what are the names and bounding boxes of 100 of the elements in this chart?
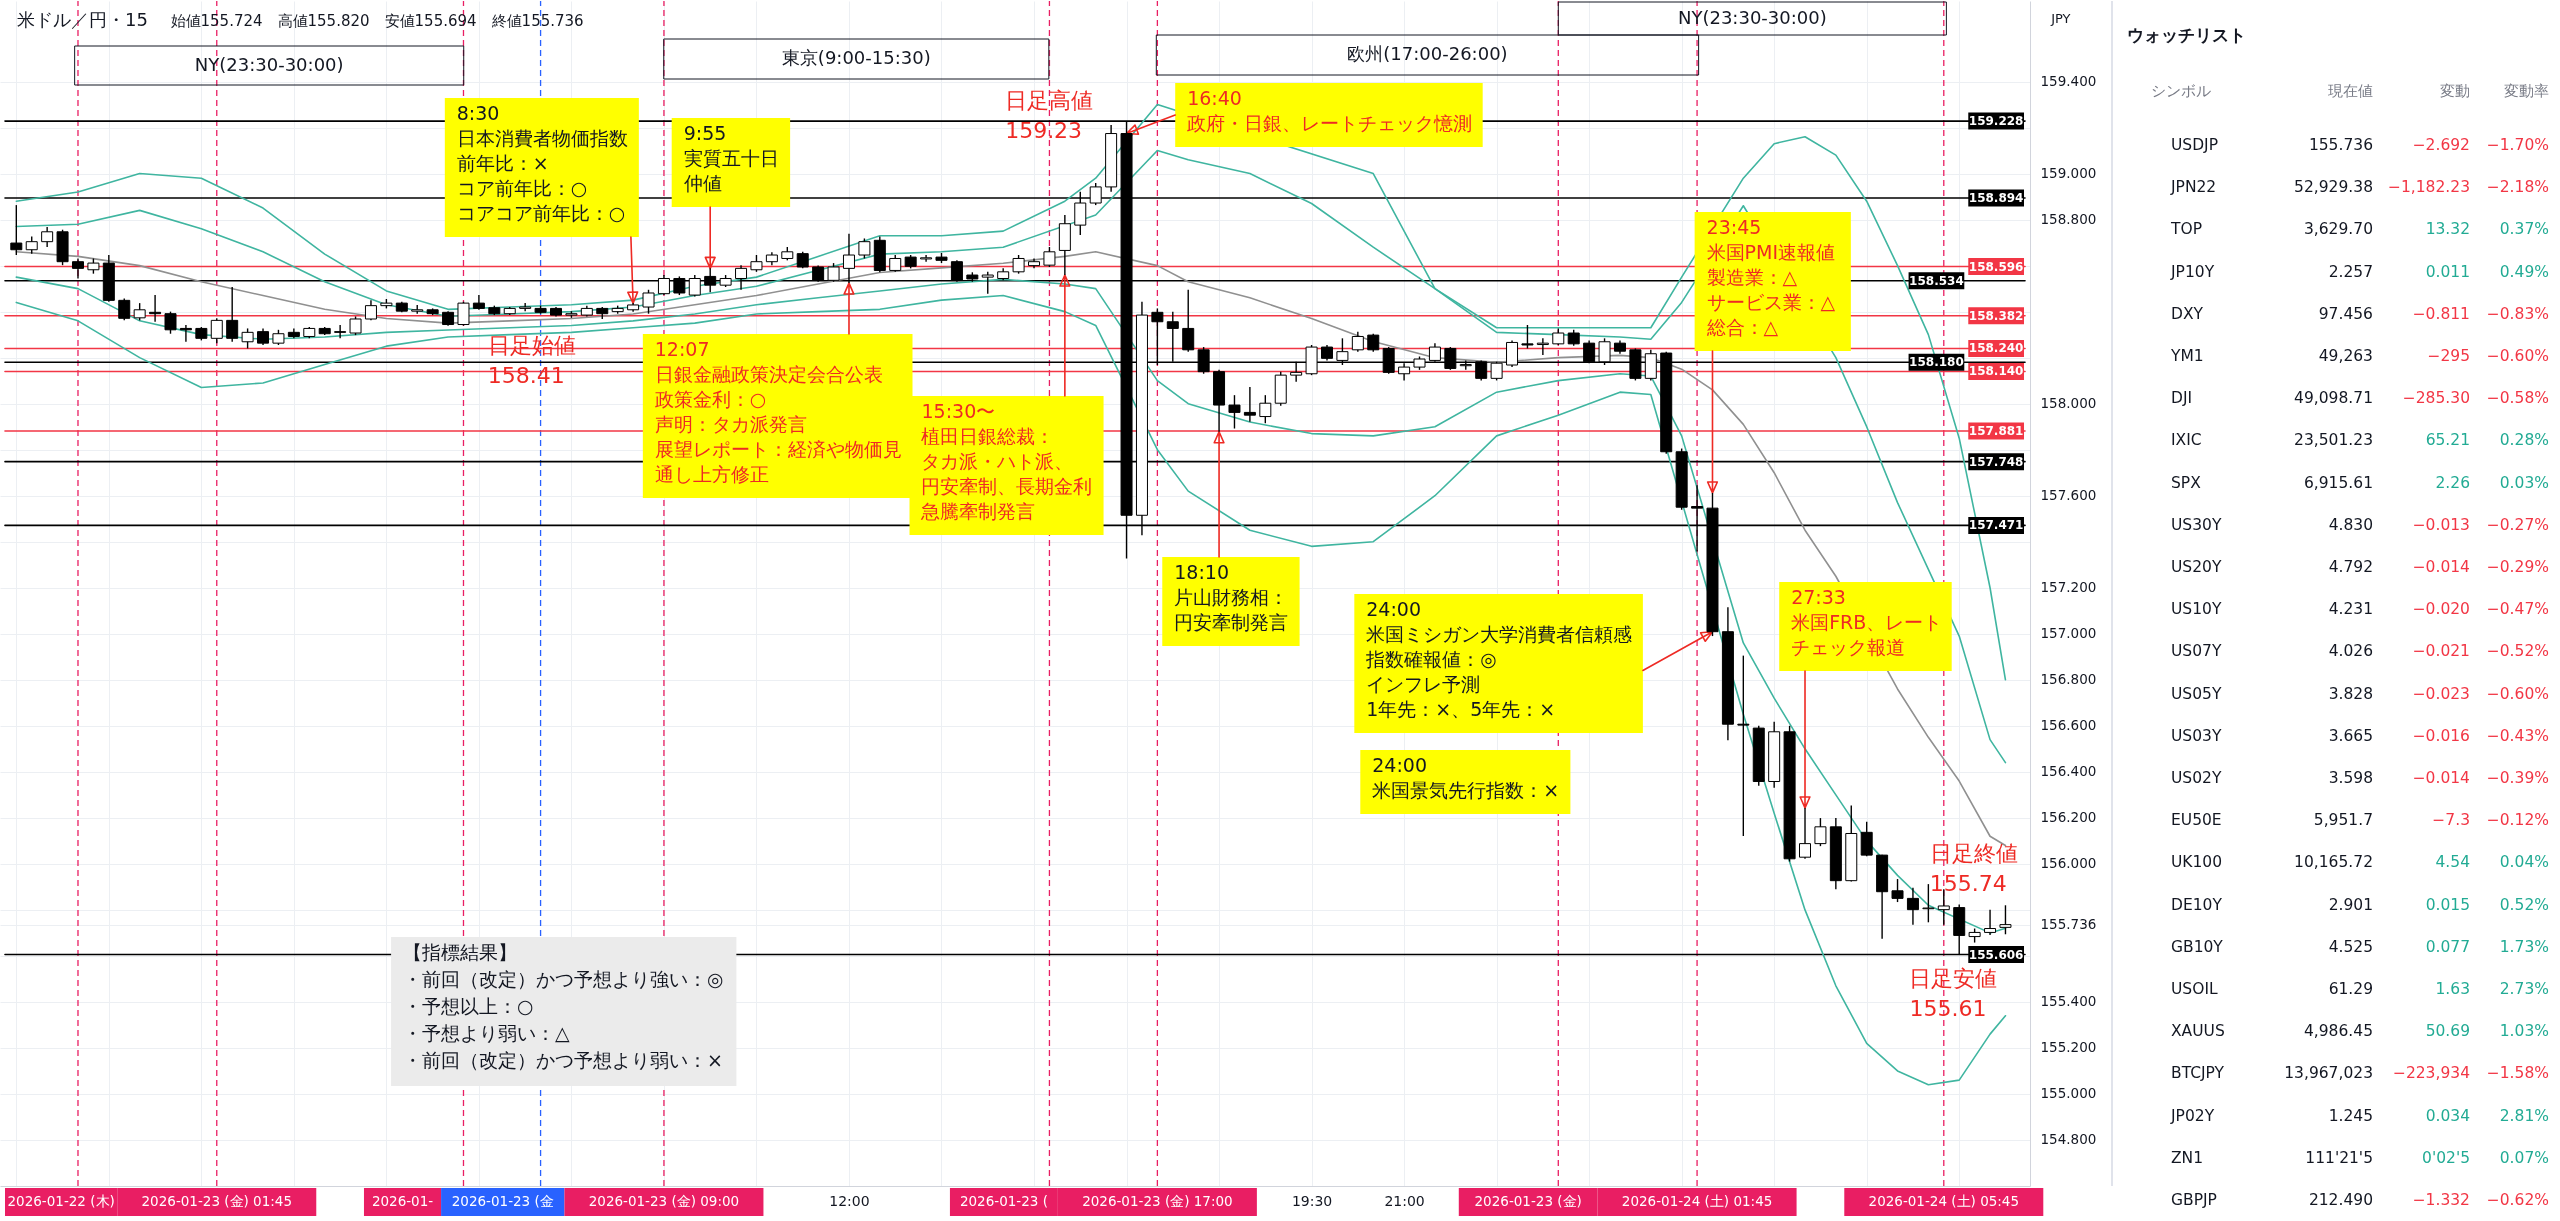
category-label: DE10Y (2171, 895, 2223, 914)
data-label: −0.43% (2486, 726, 2549, 745)
candlestick (210, 317, 223, 344)
category-label: JP02Y (2170, 1106, 2215, 1125)
data-label: 0.077 (2425, 937, 2470, 956)
data-label: 2.257 (2328, 262, 2373, 281)
category-label: JPN22 (2170, 178, 2217, 197)
category-label: US03Y (2171, 726, 2222, 745)
legend-label: 158.140 (1968, 364, 2024, 379)
data-label: 0.28% (2499, 431, 2549, 450)
category-label: GBPJP (2171, 1191, 2217, 1209)
candlestick (1351, 330, 1364, 353)
data-label: −1.58% (2486, 1064, 2549, 1083)
annotation: 8:30 日本消費者物価指数前年比：×コア前年比：○コアコア前年比：○ (456, 102, 628, 224)
category-label: YM1 (2170, 347, 2204, 365)
series-label: 157.748 (1968, 454, 2024, 469)
data-label: 3,629.70 (2303, 220, 2373, 239)
series-label: 158.534 (1909, 273, 1964, 288)
text: シンボル (2151, 82, 2211, 100)
annotation: 【指標結果】・前回（改定）かつ予想より強い：◎・予想以上：○・予想より弱い：△・前回（改定）かつ予想より弱い：× (403, 941, 724, 1071)
annotation: NY(23:30-30:00) (194, 53, 344, 75)
data-label: −0.83% (2486, 304, 2549, 323)
category-label: DXY (2171, 304, 2204, 323)
ref-line-label: 2026-01- (371, 1193, 434, 1209)
ref-line-label: 2026-01-23 (金) 17:00 (1082, 1193, 1233, 1209)
annotation: 24:00 米国ミシガン大学消費者信頼感指数確報値：◎インフレ予測 1年先：×、5年先：× (1365, 598, 1633, 720)
text: 現在値 (2328, 82, 2373, 100)
y-tick-label: 155.400 (2040, 993, 2097, 1010)
series-label: 158.382 (1968, 308, 2024, 323)
data-label: 1.63 (2435, 980, 2470, 998)
candlestick (71, 257, 84, 280)
y-tick-label: 157.600 (2040, 487, 2097, 504)
series-label: 159.228 (1968, 114, 2024, 129)
x-tick-label: 19:30 (1291, 1192, 1333, 1209)
data-label: 4.525 (2328, 937, 2373, 956)
y-tick-label: 156.000 (2040, 855, 2097, 872)
data-label: −0.014 (2412, 769, 2470, 787)
data-label: −0.58% (2486, 389, 2549, 408)
data-label: 65.21 (2425, 431, 2470, 450)
text: 変動 (2440, 82, 2470, 100)
y-tick-label: 159.400 (2040, 73, 2097, 90)
y-tick-label: 158.000 (2040, 395, 2097, 412)
series-label: 155.606 (1968, 947, 2024, 962)
series-label: 158.240 (1968, 341, 2024, 356)
data-label: −0.60% (2486, 347, 2549, 365)
annotation: 欧州(17:00-26:00) (1347, 43, 1508, 64)
category-label: US20Y (2171, 558, 2222, 576)
ref-line-label: 2026-01-24 (土) 05:45 (1868, 1193, 2020, 1209)
data-label: 5,951.7 (2313, 811, 2373, 830)
y-tick-label: 155.736 (2040, 916, 2097, 933)
data-label: 4.792 (2328, 558, 2373, 576)
annotation: NY(23:30-30:00) (1677, 6, 1827, 28)
category-label: XAUUS (2171, 1022, 2225, 1041)
data-label: −0.12% (2486, 811, 2549, 830)
data-label: −7.3 (2432, 811, 2470, 830)
y-tick-label: 156.200 (2040, 809, 2097, 826)
y-tick-label: 157.200 (2040, 579, 2097, 596)
annotation: 9:55 実質五十日仲値 (683, 122, 779, 194)
annotation: 16:40 政府・日銀、レートチェック憶測 (1187, 87, 1473, 134)
candlestick (1521, 324, 1534, 350)
data-label: −0.27% (2486, 515, 2549, 534)
candlestick (41, 226, 54, 248)
candlestick (519, 302, 532, 312)
category-label: US07Y (2171, 642, 2222, 661)
annotation: 27:33 米国FRB、レートチェック報道 (1791, 586, 1943, 658)
data-label: 2.901 (2328, 895, 2373, 914)
category-label: ZN1 (2171, 1148, 2204, 1167)
candlestick (1490, 361, 1503, 382)
category-label: JP10Y (2170, 262, 2215, 281)
data-label: 49,098.71 (2294, 389, 2373, 408)
candlestick (1860, 821, 1873, 857)
data-label: −2.692 (2412, 136, 2470, 154)
candlestick (1891, 878, 1904, 903)
chart-title: 米ドル／円・15 (16, 9, 148, 30)
data-label: 4,986.45 (2303, 1022, 2373, 1041)
category-label: USDJP (2171, 136, 2219, 154)
candlestick (349, 315, 362, 336)
data-label: 1.03% (2499, 1022, 2549, 1041)
category-label: SPX (2171, 473, 2202, 492)
candlestick (118, 297, 131, 322)
category-label: US02Y (2171, 769, 2222, 787)
data-label: 111'21'5 (2305, 1148, 2373, 1167)
data-label: 2.73% (2499, 980, 2549, 998)
data-label: −0.47% (2486, 600, 2549, 619)
series-label: 157.881 (1968, 424, 2024, 439)
ref-line-label: 2026-01-23 (金) (1474, 1193, 1582, 1209)
series-label: 158.180 (1909, 355, 1964, 370)
data-label: −223,934 (2392, 1064, 2470, 1083)
series-label: 158.596 (1968, 259, 2024, 274)
data-label: 0.04% (2499, 853, 2549, 872)
y-tick-label: 155.200 (2040, 1039, 2097, 1056)
category-label: IXIC (2171, 431, 2202, 450)
data-label: −0.52% (2486, 642, 2549, 661)
y-tick-label: 157.000 (2040, 625, 2097, 642)
annotation: 15:30〜植田日銀総裁：タカ派・ハト派、円安牽制、長期金利急騰牽制発言 (920, 400, 1093, 522)
candlestick (241, 327, 254, 350)
x-tick-label: 12:00 (829, 1192, 870, 1209)
data-label: 0.03% (2499, 473, 2549, 492)
x-tick-label: 21:00 (1384, 1192, 1425, 1209)
data-label: −0.020 (2412, 600, 2470, 619)
